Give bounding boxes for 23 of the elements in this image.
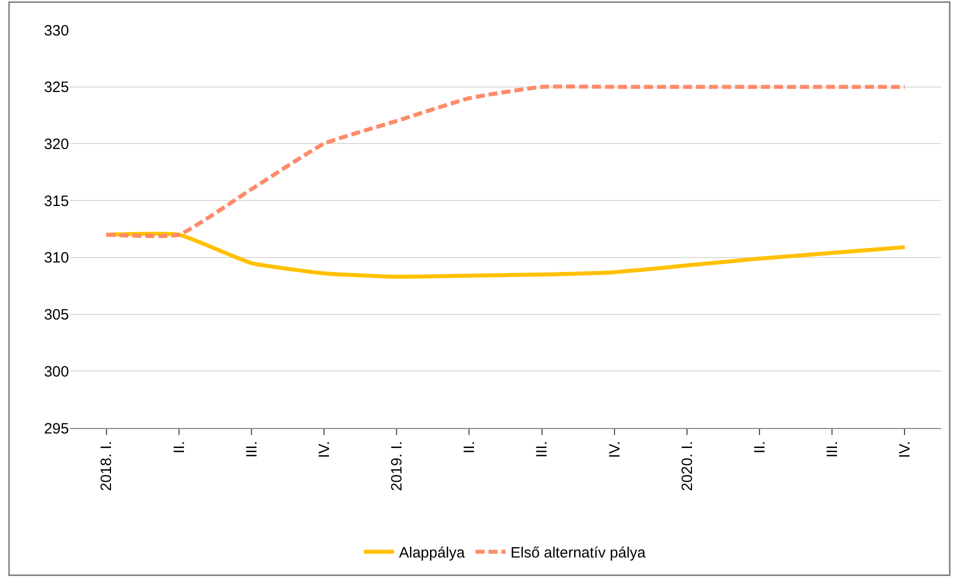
y-tick-label: 310: [44, 250, 69, 267]
x-tick-label: IV.: [896, 441, 914, 458]
x-tick-label: 2019. I.: [388, 441, 406, 492]
x-tick-label: IV.: [606, 441, 624, 458]
x-tick-label: II.: [461, 441, 478, 454]
x-tick-label: 2020. I.: [678, 441, 696, 492]
y-tick-label: 300: [44, 363, 69, 380]
x-tick-label: 2018. I.: [98, 441, 116, 492]
legend-label: Első alternatív pálya: [510, 544, 646, 562]
legend-label: Alappálya: [399, 544, 466, 562]
x-tick-label: III.: [534, 441, 551, 458]
x-tick-label: IV.: [316, 441, 333, 458]
y-tick-label: 320: [44, 136, 69, 153]
x-tick-label: III.: [824, 441, 841, 458]
line-series: [104, 232, 907, 279]
x-tick-label: II.: [170, 441, 188, 454]
y-tick-label: 325: [44, 79, 69, 96]
y-tick-label: 305: [44, 306, 69, 324]
x-tick-label: III.: [243, 441, 260, 458]
x-tick-label: II.: [751, 441, 768, 454]
y-tick-label: 330: [44, 22, 69, 40]
y-tick-label: 295: [44, 420, 69, 438]
y-tick-label: 315: [44, 192, 69, 210]
